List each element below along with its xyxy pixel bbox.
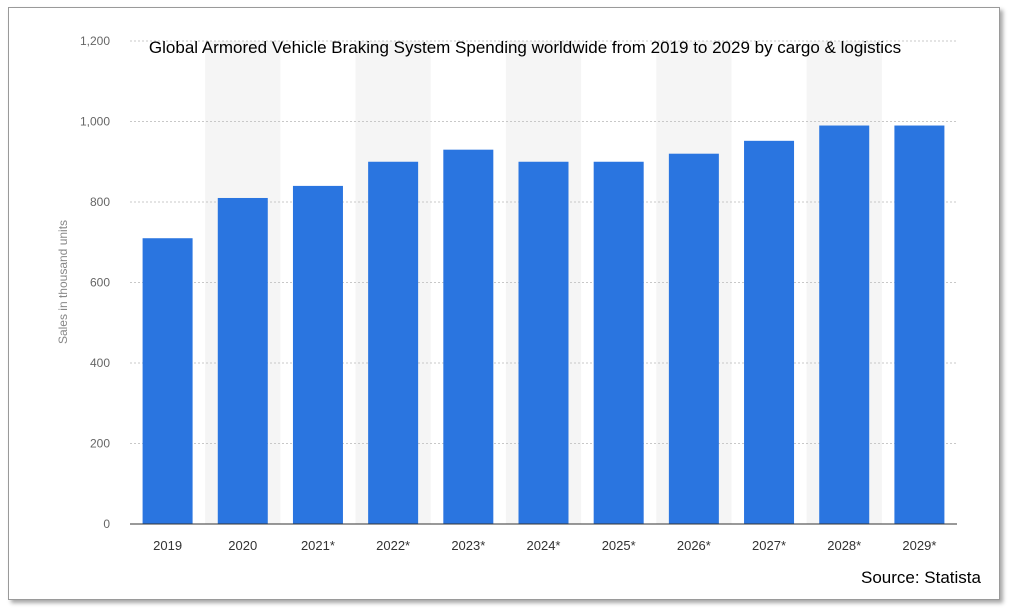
x-tick-label: 2028* bbox=[827, 538, 861, 553]
bar bbox=[292, 185, 343, 524]
x-tick-label: 2019 bbox=[153, 538, 182, 553]
x-tick-label: 2020 bbox=[228, 538, 257, 553]
bars bbox=[142, 125, 945, 525]
bar bbox=[894, 125, 945, 525]
y-axis-ticks: 0 200 400 600 800 1,000 1,200 bbox=[80, 34, 110, 531]
y-axis-label: Sales in thousand units bbox=[56, 220, 70, 344]
bar bbox=[217, 197, 268, 524]
y-tick-label: 800 bbox=[90, 195, 110, 209]
chart-title: Global Armored Vehicle Braking System Sp… bbox=[149, 38, 901, 57]
x-tick-label: 2023* bbox=[451, 538, 485, 553]
y-tick-label: 1,000 bbox=[80, 115, 110, 129]
x-tick-label: 2027* bbox=[752, 538, 786, 553]
bar bbox=[819, 125, 870, 525]
bar bbox=[142, 238, 193, 524]
x-tick-label: 2021* bbox=[301, 538, 335, 553]
bar bbox=[744, 140, 795, 524]
y-tick-label: 400 bbox=[90, 356, 110, 370]
bar bbox=[368, 161, 419, 524]
x-tick-label: 2025* bbox=[602, 538, 636, 553]
x-tick-label: 2029* bbox=[902, 538, 936, 553]
y-tick-label: 200 bbox=[90, 437, 110, 451]
bar bbox=[443, 149, 494, 525]
x-tick-label: 2026* bbox=[677, 538, 711, 553]
x-axis-ticks: 2019 2020 2021* 2022* 2023* 2024* 2025* 2026* 20… bbox=[153, 538, 936, 553]
source-label: Source: Statista bbox=[861, 568, 982, 587]
bar bbox=[593, 161, 644, 524]
x-tick-label: 2022* bbox=[376, 538, 410, 553]
bar bbox=[668, 153, 719, 524]
y-tick-label: 0 bbox=[103, 517, 110, 531]
x-tick-label: 2024* bbox=[527, 538, 561, 553]
y-tick-label: 1,200 bbox=[80, 34, 110, 48]
bar bbox=[518, 161, 569, 524]
y-tick-label: 600 bbox=[90, 276, 110, 290]
